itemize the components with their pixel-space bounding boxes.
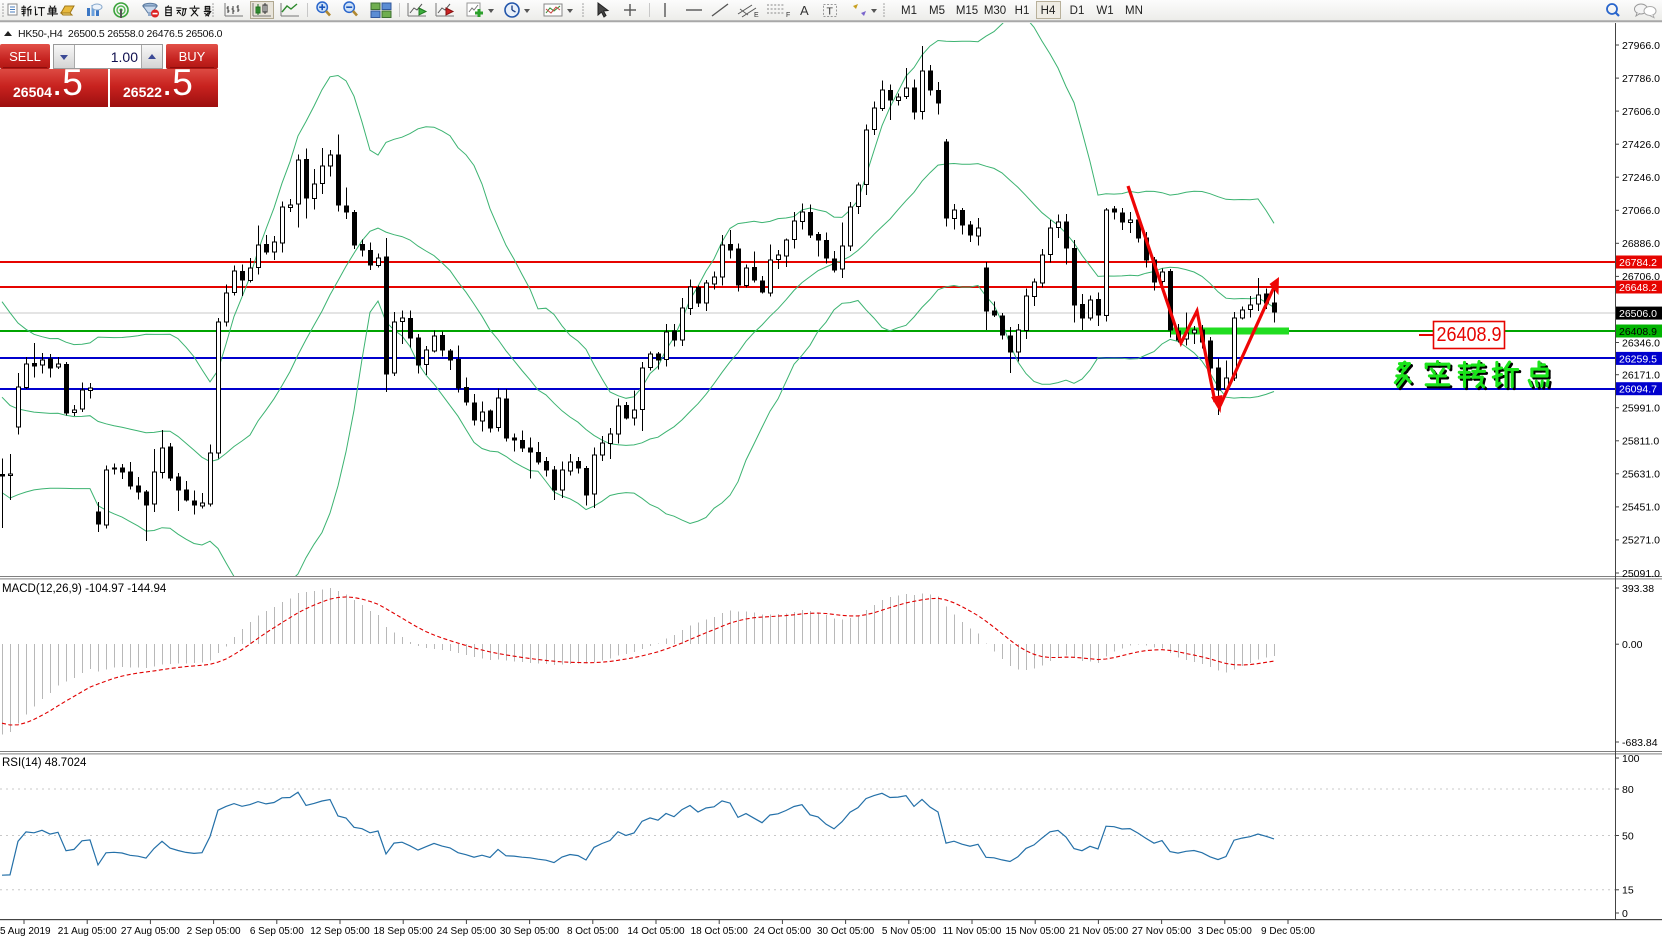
- svg-text:27786.0: 27786.0: [1622, 73, 1660, 85]
- svg-text:100: 100: [1622, 753, 1640, 765]
- svg-text:26408.9: 26408.9: [1437, 324, 1502, 346]
- svg-text:D1: D1: [1070, 5, 1085, 17]
- svg-text:M1: M1: [901, 5, 917, 17]
- svg-text:12 Sep 05:00: 12 Sep 05:00: [310, 926, 370, 937]
- svg-text:T: T: [827, 6, 834, 18]
- svg-text:30 Oct 05:00: 30 Oct 05:00: [817, 926, 875, 937]
- svg-text:18 Sep 05:00: 18 Sep 05:00: [373, 926, 433, 937]
- svg-text:21 Aug 05:00: 21 Aug 05:00: [58, 926, 117, 937]
- svg-text:25271.0: 25271.0: [1622, 535, 1660, 547]
- svg-text:H1: H1: [1015, 5, 1030, 17]
- svg-text:27966.0: 27966.0: [1622, 40, 1660, 52]
- svg-text:80: 80: [1622, 784, 1634, 796]
- svg-text:15: 15: [1622, 885, 1634, 897]
- svg-text:26346.0: 26346.0: [1622, 337, 1660, 349]
- svg-text:26886.0: 26886.0: [1622, 238, 1660, 250]
- svg-text:26094.7: 26094.7: [1619, 384, 1657, 396]
- svg-text:24 Sep 05:00: 24 Sep 05:00: [437, 926, 497, 937]
- svg-text:27 Aug 05:00: 27 Aug 05:00: [121, 926, 180, 937]
- svg-text:50: 50: [1622, 830, 1634, 842]
- svg-text:25451.0: 25451.0: [1622, 502, 1660, 514]
- svg-text:5 Aug 2019: 5 Aug 2019: [0, 926, 51, 937]
- svg-text:6 Sep 05:00: 6 Sep 05:00: [250, 926, 304, 937]
- svg-text:25091.0: 25091.0: [1622, 568, 1660, 580]
- svg-text:30 Sep 05:00: 30 Sep 05:00: [500, 926, 560, 937]
- svg-text:24 Oct 05:00: 24 Oct 05:00: [754, 926, 812, 937]
- svg-text:27426.0: 27426.0: [1622, 139, 1660, 151]
- svg-text:25811.0: 25811.0: [1622, 436, 1659, 448]
- svg-text:M5: M5: [929, 5, 945, 17]
- svg-text:26408.9: 26408.9: [1619, 326, 1657, 338]
- svg-text:8 Oct 05:00: 8 Oct 05:00: [567, 926, 619, 937]
- svg-text:RSI(14) 48.7024: RSI(14) 48.7024: [2, 757, 87, 769]
- svg-text:27606.0: 27606.0: [1622, 106, 1660, 118]
- svg-text:26706.0: 26706.0: [1622, 271, 1660, 283]
- svg-text:2 Sep 05:00: 2 Sep 05:00: [187, 926, 241, 937]
- svg-text:MACD(12,26,9) -104.97 -144.94: MACD(12,26,9) -104.97 -144.94: [2, 583, 167, 595]
- svg-text:3 Dec 05:00: 3 Dec 05:00: [1198, 926, 1252, 937]
- svg-text:27066.0: 27066.0: [1622, 205, 1660, 217]
- svg-text:E: E: [754, 12, 759, 19]
- svg-text:15 Nov 05:00: 15 Nov 05:00: [1005, 926, 1065, 937]
- svg-text:-683.84: -683.84: [1622, 737, 1658, 749]
- svg-text:393.38: 393.38: [1622, 583, 1654, 595]
- svg-text:11 Nov 05:00: 11 Nov 05:00: [943, 926, 1002, 937]
- svg-text:W1: W1: [1096, 5, 1113, 17]
- svg-text:M15: M15: [956, 5, 978, 17]
- svg-text:5 Nov 05:00: 5 Nov 05:00: [882, 926, 936, 937]
- svg-text:9 Dec 05:00: 9 Dec 05:00: [1261, 926, 1315, 937]
- svg-text:MN: MN: [1125, 5, 1143, 17]
- svg-text:26648.2: 26648.2: [1619, 282, 1657, 294]
- svg-text:26171.0: 26171.0: [1622, 370, 1660, 382]
- svg-text:26784.2: 26784.2: [1619, 257, 1657, 269]
- svg-text:25991.0: 25991.0: [1622, 403, 1660, 415]
- svg-text:0.00: 0.00: [1622, 639, 1643, 651]
- svg-text:26259.5: 26259.5: [1619, 353, 1657, 365]
- svg-text:0: 0: [1622, 908, 1628, 920]
- svg-text:14 Oct 05:00: 14 Oct 05:00: [627, 926, 685, 937]
- svg-text:21 Nov 05:00: 21 Nov 05:00: [1069, 926, 1129, 937]
- svg-text:H4: H4: [1041, 5, 1056, 17]
- svg-text:A: A: [800, 3, 809, 18]
- svg-text:18 Oct 05:00: 18 Oct 05:00: [691, 926, 749, 937]
- svg-text:26506.0: 26506.0: [1619, 308, 1657, 320]
- svg-text:27246.0: 27246.0: [1622, 172, 1660, 184]
- svg-text:M30: M30: [984, 5, 1006, 17]
- svg-text:F: F: [786, 12, 790, 19]
- svg-text:27 Nov 05:00: 27 Nov 05:00: [1132, 926, 1192, 937]
- svg-text:25631.0: 25631.0: [1622, 469, 1660, 481]
